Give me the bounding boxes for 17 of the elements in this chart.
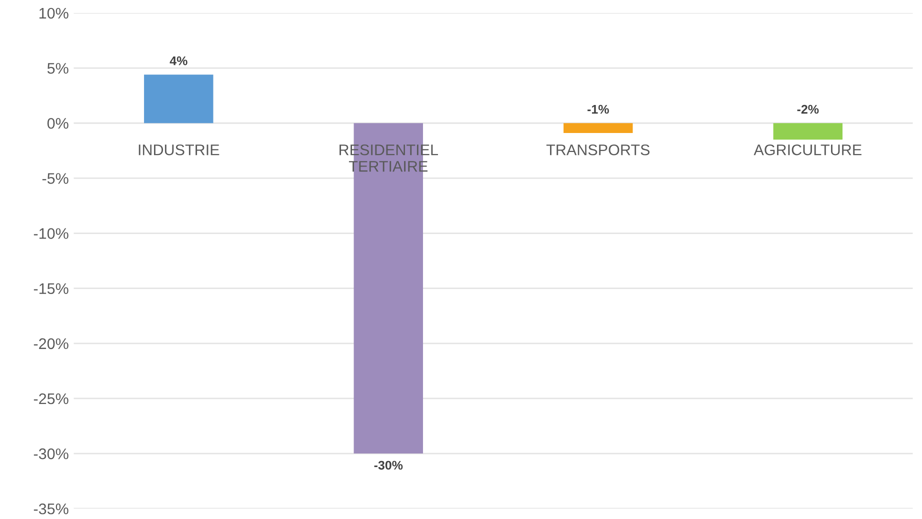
y-tick-label: 10% <box>39 8 68 19</box>
y-tick-label: -25% <box>34 393 68 404</box>
y-tick-label: -30% <box>34 448 68 460</box>
data-label: -2% <box>797 104 819 114</box>
x-tick-label: INDUSTRIE <box>138 144 220 156</box>
x-tick-label: TRANSPORTS <box>546 144 650 156</box>
y-tick-label: -35% <box>34 503 68 514</box>
x-tick-label: AGRICULTURE <box>754 144 862 156</box>
data-label: -30% <box>374 460 403 470</box>
y-tick-label: -15% <box>34 283 68 294</box>
y-tick-label: -5% <box>42 173 68 184</box>
data-label: 4% <box>170 56 188 66</box>
data-label: -1% <box>588 104 609 114</box>
y-tick-label: 0% <box>47 118 68 129</box>
y-tick-label: -20% <box>34 338 68 350</box>
y-tick-label: -10% <box>34 228 68 239</box>
y-tick-label: 5% <box>47 62 68 74</box>
